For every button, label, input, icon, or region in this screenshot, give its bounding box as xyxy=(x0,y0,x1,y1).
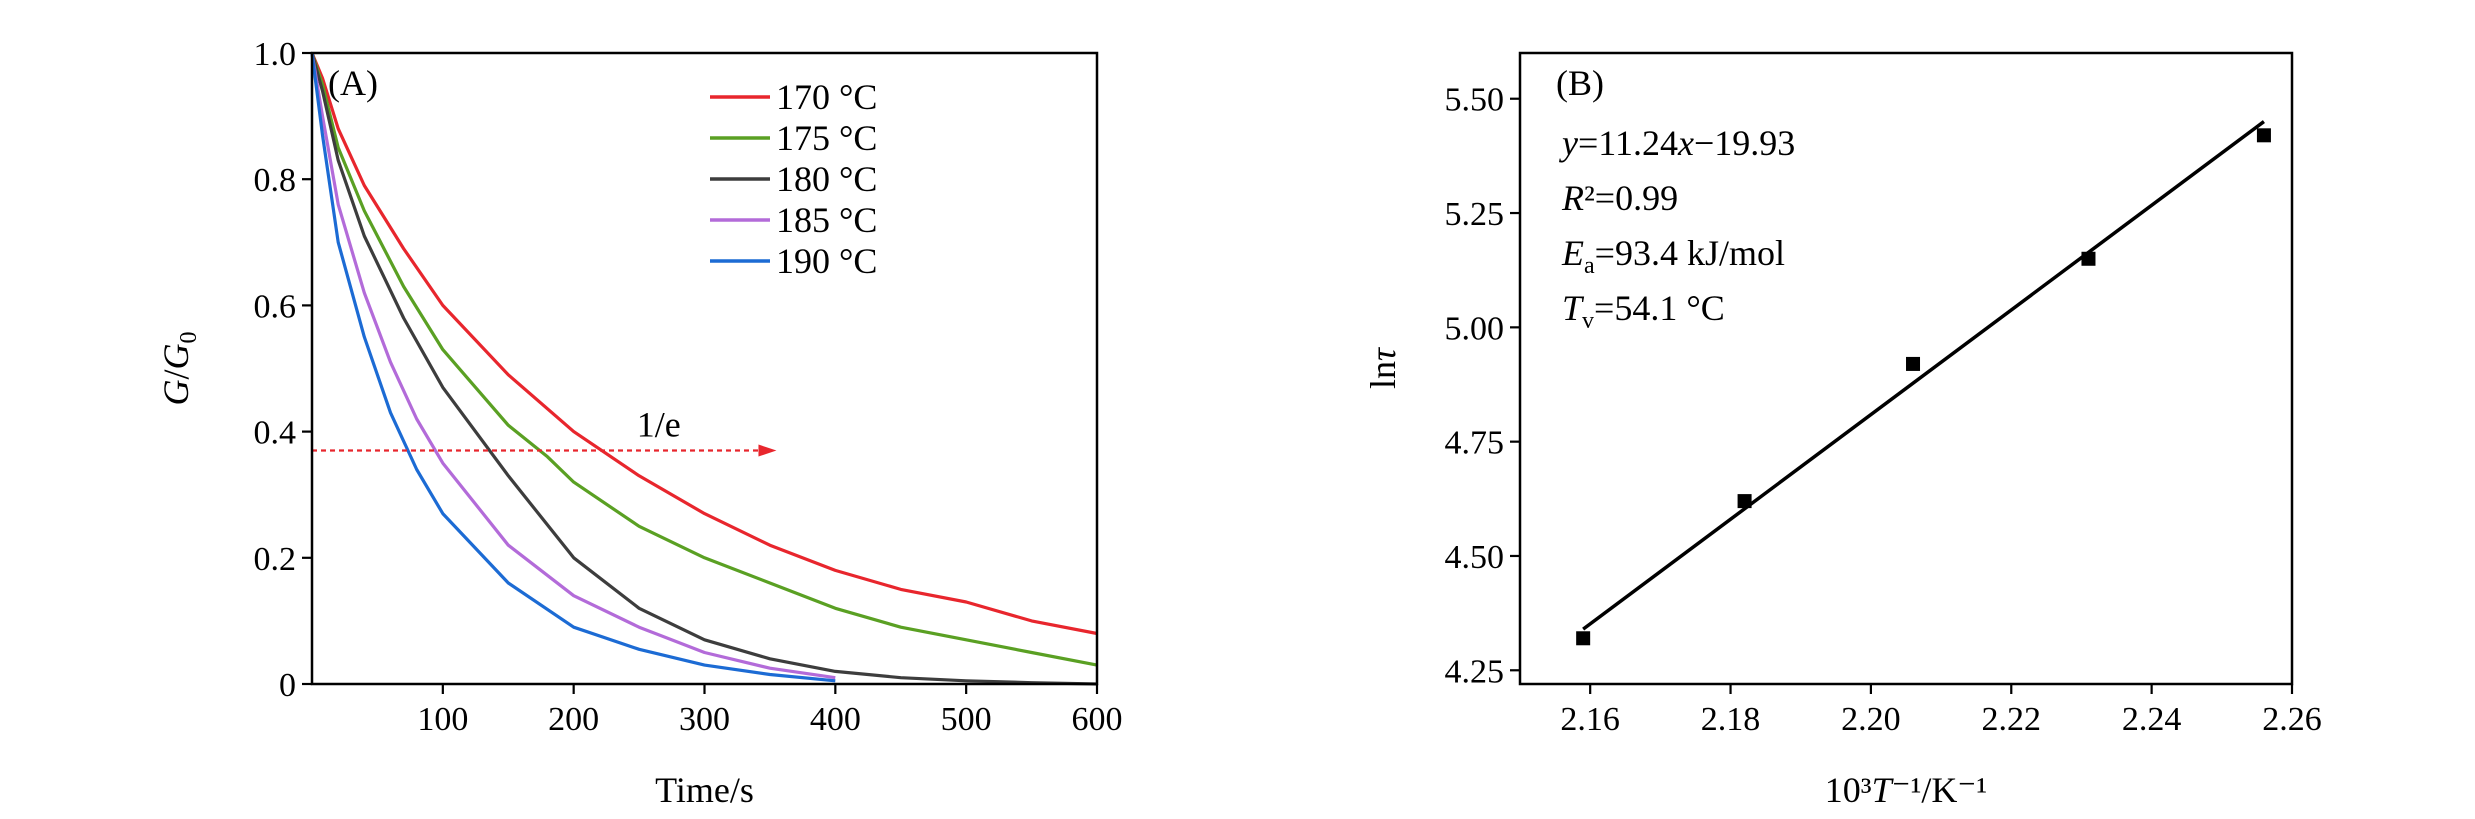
data-point-3 xyxy=(2081,251,2096,266)
chart-a-x-ticks: 100 200 300 400 500 600 xyxy=(417,684,1123,738)
one-over-e-label: 1/e xyxy=(637,405,681,445)
chart-a-x-axis-label: Time/s xyxy=(655,770,754,810)
chart-b-frame xyxy=(1518,51,2294,686)
legend-label-3: 185 °C xyxy=(776,200,877,240)
chart-a-y-tick-label-1: 0.2 xyxy=(254,541,297,578)
chart-a-y-tick-label-3: 0.6 xyxy=(254,288,297,325)
legend-label-1: 175 °C xyxy=(776,118,877,158)
chart-a-series-group xyxy=(310,52,1098,686)
chart-b-fit-group xyxy=(1582,120,2265,631)
chart-b-y-tick-label-1: 4.50 xyxy=(1445,539,1505,576)
chart-b-points-group xyxy=(1576,128,2271,646)
chart-b-x-tick-label-1: 2.18 xyxy=(1701,701,1761,738)
chart-a-x-tick-label-5: 600 xyxy=(1072,701,1123,738)
chart-a-x-tick-label-4: 500 xyxy=(941,701,992,738)
chart-a-y-tick-label-5: 1.0 xyxy=(254,36,297,73)
chart-b-x-axis-label: 10³T⁻¹/K⁻¹ xyxy=(1825,770,1987,810)
chart-b: 2.16 2.18 2.20 2.22 2.24 2.26 4.25 4.50 4.75 5.0… xyxy=(1363,51,2322,810)
chart-b-y-tick-label-2: 4.75 xyxy=(1445,425,1505,462)
chart-a-x-tick-label-0: 100 xyxy=(417,701,468,738)
chart-b-y-tick-label-4: 5.25 xyxy=(1445,196,1505,233)
chart-a-y-ticks: 0 0.2 0.4 0.6 0.8 1.0 xyxy=(254,36,312,704)
chart-b-x-ticks: 2.16 2.18 2.20 2.22 2.24 2.26 xyxy=(1560,684,2322,738)
legend-label-0: 170 °C xyxy=(776,77,877,117)
chart-a-y-tick-label-0: 0 xyxy=(279,667,296,704)
legend-label-2: 180 °C xyxy=(776,159,877,199)
chart-a-series-line-3 xyxy=(310,52,836,680)
fit-equation: y=11.24x−19.93 xyxy=(1559,123,1795,163)
chart-b-panel-label: (B) xyxy=(1556,63,1604,103)
fit-r-squared: R²=0.99 xyxy=(1561,178,1678,218)
chart-b-y-ticks: 4.25 4.50 4.75 5.00 5.25 5.50 xyxy=(1445,82,1520,690)
chart-a-series-line-0 xyxy=(310,52,1098,636)
chart-b-y-tick-label-5: 5.50 xyxy=(1445,82,1505,119)
data-point-4 xyxy=(2256,128,2271,143)
data-point-0 xyxy=(1576,631,1591,646)
chart-b-y-axis-label: lnτ xyxy=(1363,347,1403,389)
chart-b-y-tick-label-0: 4.25 xyxy=(1445,653,1505,690)
topology-freezing-temperature: Tv=54.1 °C xyxy=(1562,288,1725,334)
legend-label-4: 190 °C xyxy=(776,241,877,281)
chart-a-series-line-2 xyxy=(310,52,1098,686)
fit-line xyxy=(1582,120,2265,631)
chart-a-x-tick-label-1: 200 xyxy=(548,701,599,738)
chart-b-x-tick-label-3: 2.22 xyxy=(1982,701,2042,738)
chart-a-series-line-4 xyxy=(310,52,836,683)
chart-a-series-line-1 xyxy=(310,52,1098,667)
one-over-e-arrowhead xyxy=(758,444,777,457)
chart-a-x-tick-label-3: 400 xyxy=(810,701,861,738)
chart-a-frame xyxy=(310,51,1099,686)
chart-b-x-tick-label-2: 2.20 xyxy=(1841,701,1901,738)
data-point-2 xyxy=(1906,356,1921,371)
data-point-1 xyxy=(1737,494,1752,509)
chart-a-panel-label: (A) xyxy=(328,63,378,103)
chart-a-annotation-group: 1/e xyxy=(312,405,777,457)
chart-b-x-tick-label-5: 2.26 xyxy=(2262,701,2322,738)
chart-b-y-tick-label-3: 5.00 xyxy=(1445,310,1505,347)
chart-a-y-axis-label: G/G0 xyxy=(156,331,202,405)
chart-a-y-tick-label-4: 0.8 xyxy=(254,162,297,199)
chart-b-x-tick-label-4: 2.24 xyxy=(2122,701,2182,738)
chart-b-annotations: y=11.24x−19.93 R²=0.99 Ea=93.4 kJ/mol Tv=54… xyxy=(1559,123,1795,334)
activation-energy: Ea=93.4 kJ/mol xyxy=(1561,233,1785,279)
chart-a: 1/e 100 200 300 400 500 600 00.20.40.60.81.0 … xyxy=(156,36,1123,810)
chart-a-x-tick-label-2: 300 xyxy=(679,701,730,738)
chart-a-y-tick-label-2: 0.4 xyxy=(254,415,297,452)
chart-b-x-tick-label-0: 2.16 xyxy=(1560,701,1620,738)
